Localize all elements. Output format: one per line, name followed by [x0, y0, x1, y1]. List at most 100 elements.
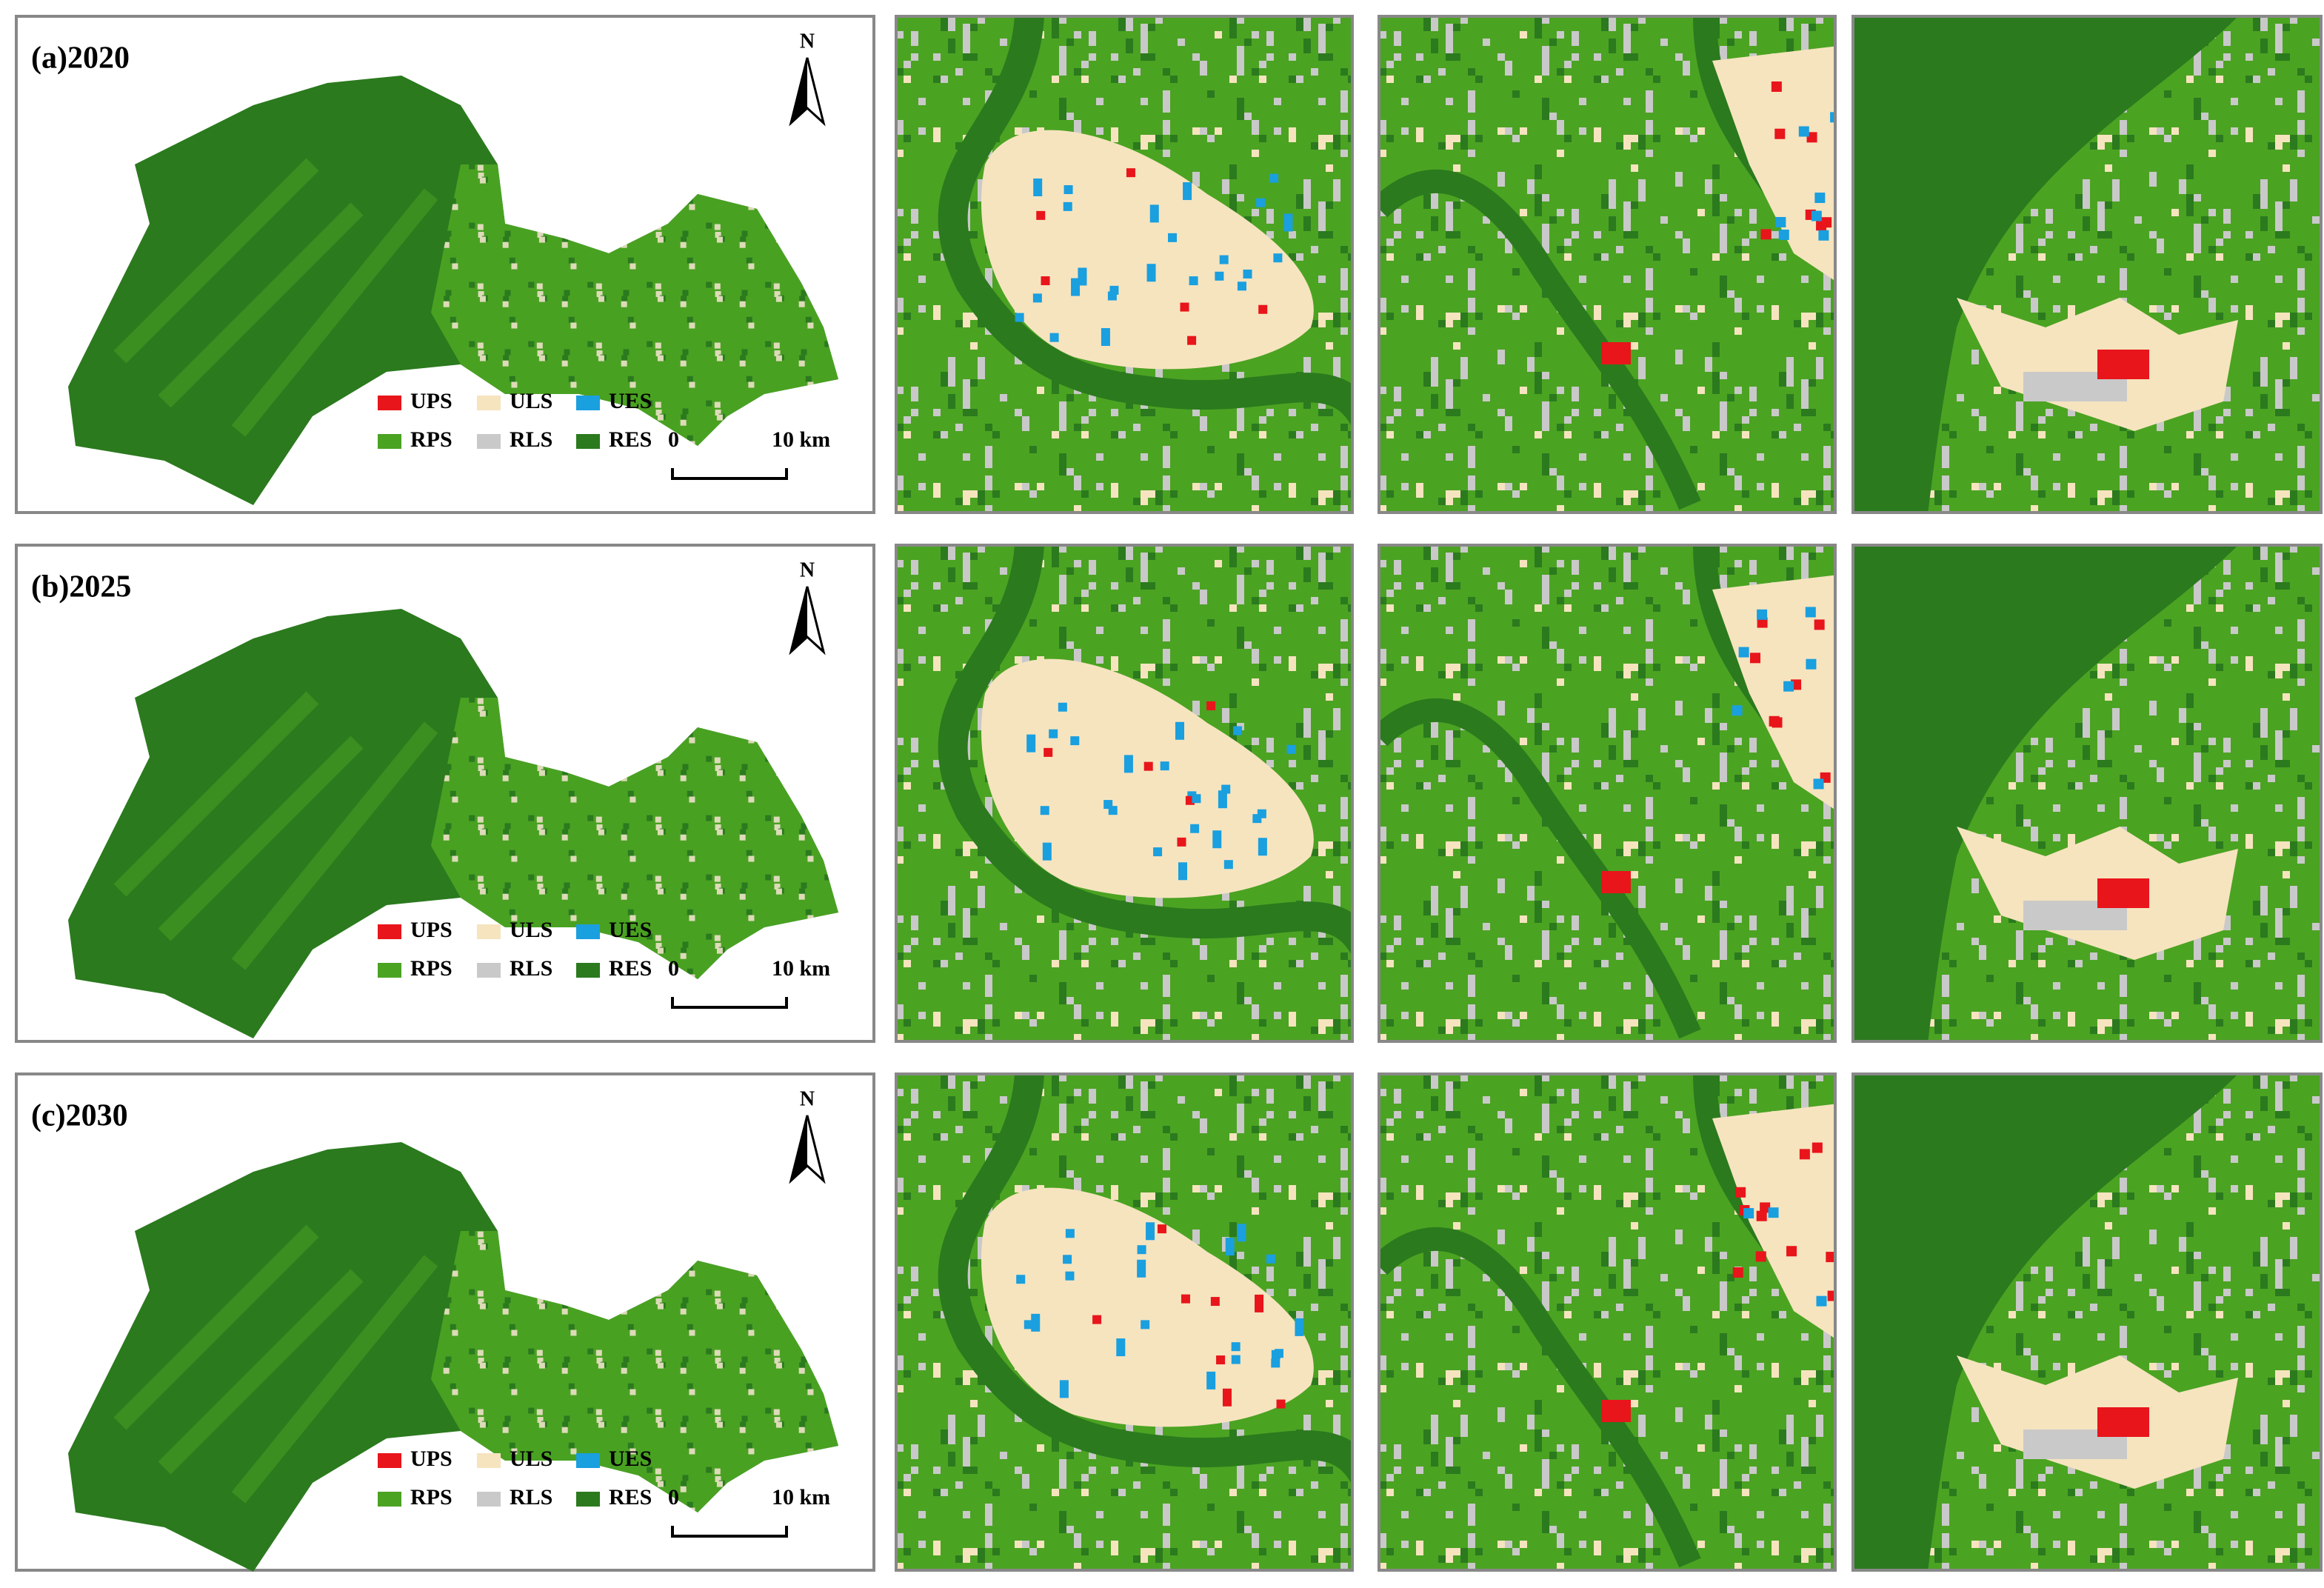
urban-cell: [1187, 336, 1197, 345]
urban-cell: [1063, 1255, 1072, 1264]
scale-start: 0: [668, 427, 679, 452]
urban-cell: [1071, 278, 1081, 296]
urban-cell: [1283, 213, 1293, 232]
region: [68, 609, 838, 1038]
urban-cell: [1221, 784, 1231, 794]
urban-area: [981, 1187, 1314, 1427]
legend-label: RPS: [410, 956, 453, 981]
region-ridges: [113, 1224, 438, 1504]
legend-label: RLS: [510, 427, 552, 452]
urban-cell: [1274, 1349, 1283, 1358]
region-ridges: [113, 158, 438, 437]
settlement-core: [2097, 350, 2149, 379]
zoom-content: [1379, 545, 1835, 1041]
legend-swatch: [576, 924, 600, 939]
legend-swatch: [576, 963, 600, 978]
panel-label: (c)2030: [31, 1099, 128, 1133]
panel-label: (a)2020: [31, 41, 130, 76]
zoom-content: [1379, 1074, 1835, 1570]
zoom-frame: [1378, 1072, 1837, 1572]
urban-cell: [1222, 1388, 1232, 1407]
urban-cell: [1189, 276, 1198, 286]
scale-bar: [671, 997, 788, 1009]
urban-cell: [1107, 291, 1117, 301]
urban-cell: [1040, 806, 1049, 815]
urban-cell: [1218, 790, 1227, 809]
urban-cell: [1755, 1251, 1766, 1262]
urban-cell: [1123, 755, 1133, 773]
urban-cell: [1774, 128, 1786, 139]
zoom-frame: [895, 15, 1354, 514]
urban-cell: [1786, 1246, 1797, 1257]
urban-cell: [1757, 609, 1768, 620]
urban-cell: [1219, 255, 1229, 264]
urban-cell: [1231, 1342, 1241, 1352]
panel: (b)2025 N UPS ULS UES RPS RLS RES 0 10 km: [15, 544, 875, 1043]
scale-bar: [671, 1526, 788, 1538]
urban-cell: [1101, 328, 1110, 347]
urban-cell: [1192, 794, 1201, 804]
settlement-core: [2097, 878, 2149, 908]
urban-cell: [1160, 761, 1169, 771]
urban-cell: [1760, 229, 1772, 240]
urban-cell: [1116, 1338, 1126, 1357]
scale-end: 10 km: [772, 956, 830, 981]
north-arrow-half: [791, 1115, 807, 1181]
urban-cell: [1212, 830, 1222, 849]
urban-cell: [1036, 210, 1046, 220]
zoom-content: [896, 545, 1352, 1041]
urban-cell: [1768, 1207, 1779, 1218]
legend-swatch: [477, 434, 501, 449]
urban-cell: [1816, 220, 1827, 231]
legend-swatch: [477, 963, 501, 978]
region: [68, 1142, 838, 1572]
urban-cell: [1092, 1315, 1102, 1324]
urban-area: [981, 658, 1314, 898]
zoom-panel: [1378, 15, 1837, 514]
urban-cell: [1146, 1222, 1155, 1241]
urban-cell: [1126, 168, 1135, 178]
river: [938, 1074, 1352, 1486]
urban-cell: [1065, 1271, 1075, 1281]
urban-cell: [1143, 761, 1153, 771]
legend-label: UES: [609, 389, 652, 413]
zoom-content: [1853, 1074, 2321, 1570]
urban-cell: [1757, 617, 1768, 628]
urban-cell: [1258, 304, 1268, 314]
region: [68, 76, 838, 505]
urban-cell: [1041, 276, 1050, 286]
urban-cell: [1806, 658, 1817, 670]
urban-cell: [1257, 809, 1266, 818]
legend-label: RPS: [410, 427, 453, 452]
zoom-frame: [1851, 1072, 2323, 1572]
urban-cell: [1732, 705, 1743, 716]
urban-cell: [1231, 1355, 1241, 1364]
legend-label: RLS: [510, 956, 552, 981]
urban-cell: [1775, 216, 1786, 227]
legend-label: ULS: [510, 389, 552, 413]
urban-cell: [1756, 1210, 1767, 1221]
legend-swatch: [378, 434, 401, 449]
zoom-frame: [1851, 15, 2323, 514]
north-label: N: [800, 1087, 815, 1110]
urban-cell: [1157, 1224, 1166, 1234]
urban-cell: [1225, 1238, 1235, 1256]
urban-cell: [1059, 1380, 1069, 1398]
zoom-panel: [1851, 1072, 2323, 1572]
forest: [1853, 545, 2238, 1041]
urban-cell: [1255, 1294, 1264, 1312]
urban-cell: [1177, 837, 1186, 847]
legend-swatch: [378, 924, 401, 939]
urban-cell: [1210, 1297, 1220, 1307]
legend-swatch: [576, 1453, 600, 1468]
legend-swatch: [378, 963, 401, 978]
urban-cell: [1805, 607, 1816, 618]
zoom-panel: [1378, 1072, 1837, 1572]
urban-area: [1712, 1104, 1835, 1339]
urban-cell: [1137, 1245, 1146, 1255]
urban-cell: [1826, 1252, 1835, 1263]
legend-swatch: [477, 396, 501, 410]
urban-cell: [1243, 269, 1252, 278]
urban-cell: [1181, 1294, 1190, 1304]
